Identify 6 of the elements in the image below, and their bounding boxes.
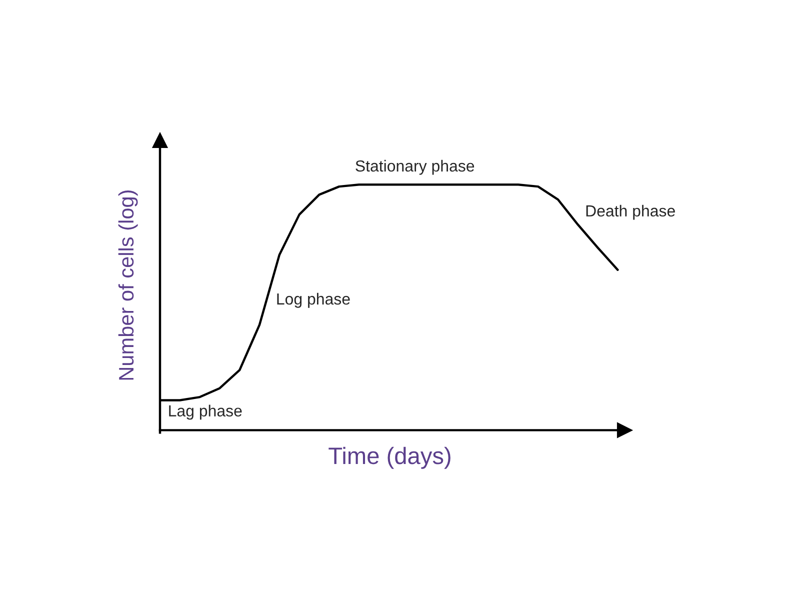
text: Stationary phase <box>356 160 474 175</box>
annotation: Death phase <box>586 204 675 220</box>
x-axis-title: Time (days) <box>328 446 450 469</box>
annotation: Log phase <box>277 292 350 308</box>
annotation: Lag phase <box>169 404 242 420</box>
y-axis-title: Number of cells (log) <box>118 190 138 380</box>
